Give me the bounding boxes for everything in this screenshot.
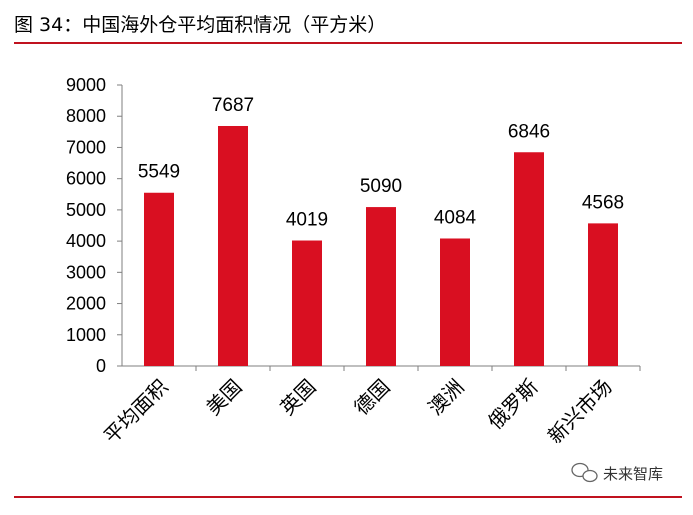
category-label: 平均面积 <box>99 375 173 449</box>
y-tick-label: 8000 <box>66 106 106 126</box>
category-label: 俄罗斯 <box>483 375 542 434</box>
bar <box>366 207 396 366</box>
y-tick-label: 1000 <box>66 325 106 345</box>
data-label: 4568 <box>582 192 624 213</box>
category-label: 美国 <box>201 375 246 420</box>
y-tick-label: 2000 <box>66 294 106 314</box>
data-label: 5549 <box>138 162 180 183</box>
y-tick-label: 5000 <box>66 200 106 220</box>
y-tick-label: 7000 <box>66 137 106 157</box>
figure-title: 图 34：中国海外仓平均面积情况（平方米） <box>14 14 387 36</box>
data-label: 4084 <box>434 207 477 228</box>
category-label: 澳洲 <box>423 375 468 420</box>
data-label: 6846 <box>508 121 550 142</box>
category-label: 英国 <box>275 375 320 420</box>
bar <box>588 223 618 366</box>
bar <box>514 152 544 366</box>
bar <box>440 238 470 366</box>
title-rule <box>14 42 682 44</box>
data-label: 7687 <box>212 95 254 116</box>
y-tick-label: 4000 <box>66 231 106 251</box>
watermark-text: 未来智库 <box>603 465 663 483</box>
y-tick-label: 9000 <box>66 75 106 95</box>
data-label: 4019 <box>286 210 328 231</box>
bar <box>292 240 322 366</box>
bar <box>218 125 248 366</box>
wechat-icon <box>571 462 598 483</box>
footer-rule <box>14 496 682 498</box>
y-tick-label: 0 <box>96 356 106 376</box>
category-label: 德国 <box>349 375 394 420</box>
category-label: 新兴市场 <box>543 375 617 449</box>
y-tick-label: 6000 <box>66 169 106 189</box>
data-label: 5090 <box>360 176 402 197</box>
bar <box>144 192 174 366</box>
y-tick-label: 3000 <box>66 262 106 282</box>
